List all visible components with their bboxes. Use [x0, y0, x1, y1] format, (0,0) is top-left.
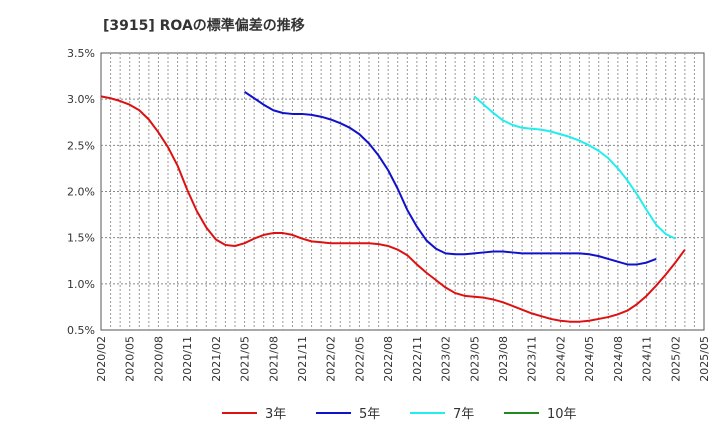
x-tick-label: 2020/05	[124, 336, 137, 382]
x-tick-label: 2020/11	[181, 336, 194, 382]
y-tick-label: 0.5%	[67, 324, 95, 337]
x-tick-label: 2023/11	[526, 336, 539, 382]
x-tick-label: 2021/02	[210, 336, 223, 382]
legend-label: 3年	[265, 407, 286, 422]
grid	[101, 53, 704, 330]
series-line-3年	[100, 95, 686, 323]
x-tick-label: 2022/02	[325, 336, 338, 382]
x-tick-label: 2022/11	[411, 336, 424, 382]
chart-title: [3915] ROAの標準偏差の推移	[103, 17, 305, 34]
x-tick-label: 2023/05	[468, 336, 481, 382]
x-axis: 2020/02 2020/05 2020/08 2020/11 2021/02 2021/…	[95, 336, 711, 382]
x-tick-label: 2023/02	[440, 336, 453, 382]
y-tick-label: 1.5%	[67, 232, 95, 245]
series-lines	[100, 90, 686, 323]
x-tick-label: 2025/05	[698, 336, 711, 382]
y-tick-label: 3.5%	[67, 47, 95, 60]
x-tick-label: 2021/11	[296, 336, 309, 382]
x-tick-label: 2024/02	[554, 336, 567, 382]
series-line-7年	[473, 95, 676, 240]
y-axis: 0.5% 1.0% 1.5% 2.0% 2.5% 3.0% 3.5%	[67, 47, 95, 337]
x-tick-label: 2020/08	[152, 336, 165, 382]
x-tick-label: 2022/08	[382, 336, 395, 382]
y-tick-label: 3.0%	[67, 93, 95, 106]
x-tick-label: 2024/05	[583, 336, 596, 382]
x-tick-label: 2021/08	[267, 336, 280, 382]
y-tick-label: 2.5%	[67, 139, 95, 152]
x-tick-label: 2023/08	[497, 336, 510, 382]
legend-label: 7年	[453, 407, 474, 422]
x-tick-label: 2020/02	[95, 336, 108, 382]
y-tick-label: 1.0%	[67, 278, 95, 291]
x-tick-label: 2022/05	[353, 336, 366, 382]
x-tick-label: 2024/08	[612, 336, 625, 382]
legend-label: 5年	[359, 407, 380, 422]
series-line-5年	[244, 90, 657, 266]
legend-label: 10年	[547, 407, 577, 422]
legend: 3年 5年 7年 10年	[222, 407, 577, 422]
x-tick-label: 2025/02	[669, 336, 682, 382]
x-tick-label: 2024/11	[641, 336, 654, 382]
y-tick-label: 2.0%	[67, 186, 95, 199]
x-tick-label: 2021/05	[239, 336, 252, 382]
